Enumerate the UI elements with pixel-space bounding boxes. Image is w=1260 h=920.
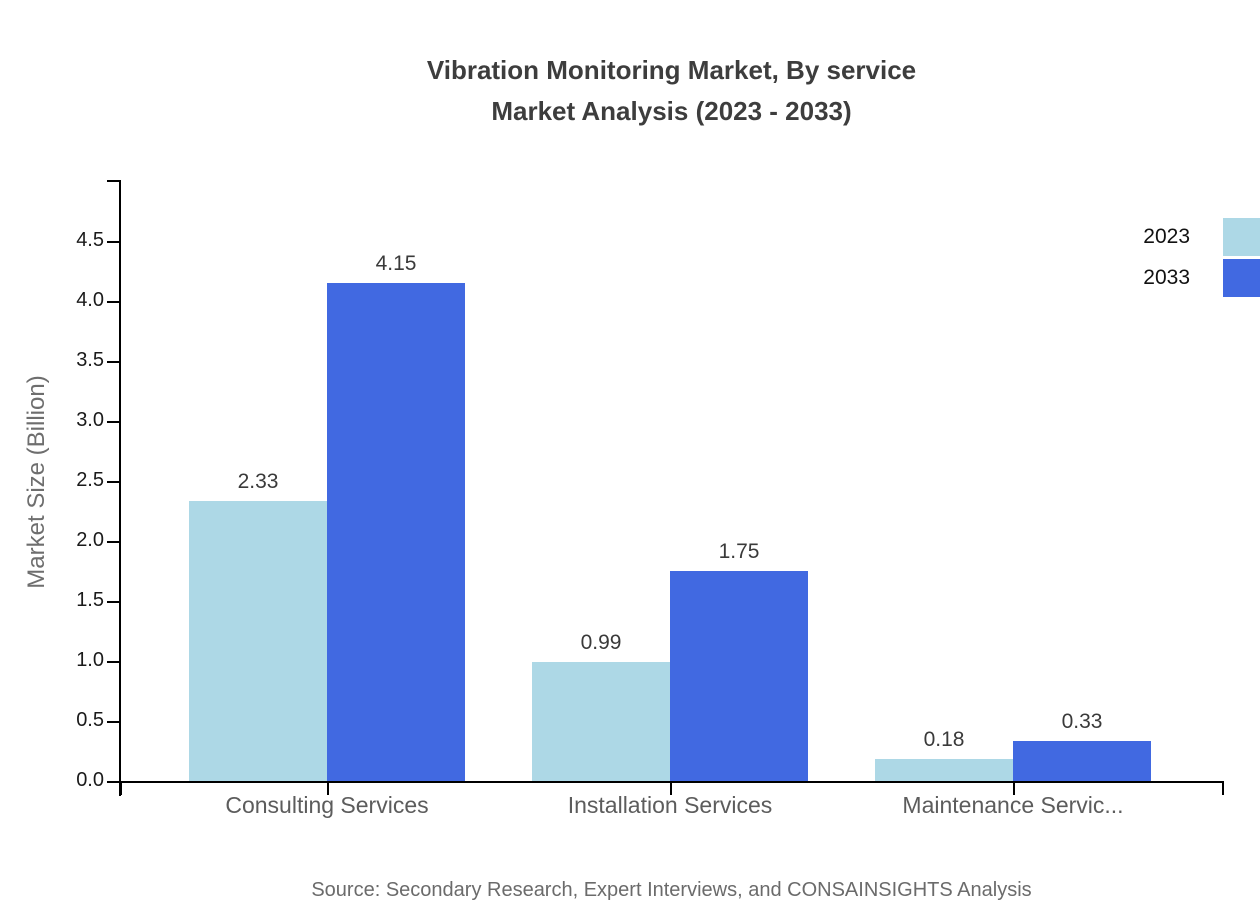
y-axis-tick <box>107 241 120 243</box>
y-axis-tick <box>107 481 120 483</box>
legend-label-2033: 2033 <box>1143 266 1190 289</box>
x-axis-tick <box>1222 782 1224 795</box>
y-axis-tick <box>107 361 120 363</box>
chart-title: Vibration Monitoring Market, By service … <box>120 50 1223 132</box>
bar-2033-category-2 <box>670 571 808 781</box>
legend: 2023 2033 <box>1143 218 1260 300</box>
y-axis-tick <box>107 301 120 303</box>
bar-2023-category-2 <box>532 662 670 781</box>
y-axis-tick <box>107 601 120 603</box>
y-axis-tick-label: 2.0 <box>76 529 104 551</box>
bar-2023-category-3 <box>875 759 1013 781</box>
bar-value-label: 2.33 <box>237 470 279 493</box>
y-axis-tick <box>107 661 120 663</box>
x-axis-tick <box>670 782 672 795</box>
chart-title-line-2: Market Analysis (2023 - 2033) <box>491 96 852 126</box>
y-axis-tick-label: 1.5 <box>76 589 104 611</box>
chart-title-line-1: Vibration Monitoring Market, By service <box>426 55 917 85</box>
y-axis-tick <box>107 421 120 423</box>
y-axis-tick <box>107 781 120 783</box>
bar-2033-category-3 <box>1013 741 1151 781</box>
y-axis-tick-label: 1.0 <box>76 649 104 671</box>
bar-value-label: 0.33 <box>1061 710 1103 733</box>
bar-value-label: 1.75 <box>718 540 760 563</box>
legend-item-2023: 2023 <box>1143 218 1260 256</box>
x-axis-category-label: Consulting Services <box>225 792 429 818</box>
x-axis-tick <box>327 782 329 795</box>
y-axis-tick-label: 4.5 <box>76 229 104 251</box>
y-axis-tick <box>107 541 120 543</box>
y-axis-tick-label: 0.5 <box>76 709 104 731</box>
bar-value-label: 0.99 <box>580 631 622 654</box>
y-axis-line <box>119 180 121 796</box>
y-axis-tick <box>107 721 120 723</box>
bar-2023-category-1 <box>189 501 327 781</box>
legend-label-2023: 2023 <box>1143 225 1190 248</box>
y-axis-tick-label: 3.0 <box>76 409 104 431</box>
y-axis-end-cap <box>107 180 120 182</box>
legend-item-2033: 2033 <box>1143 259 1260 297</box>
bar-value-label: 0.18 <box>923 728 965 751</box>
legend-swatch-2033-icon <box>1223 259 1260 297</box>
y-axis-tick-label: 3.5 <box>76 349 104 371</box>
y-axis-tick-label: 4.0 <box>76 289 104 311</box>
bar-2033-category-1 <box>327 283 465 781</box>
source-note: Source: Secondary Research, Expert Inter… <box>311 879 1032 901</box>
y-axis-tick-label: 0.0 <box>76 769 104 791</box>
x-axis-category-label: Maintenance Servic... <box>902 792 1124 818</box>
x-axis-line <box>107 781 1224 783</box>
y-axis-tick-label: 2.5 <box>76 469 104 491</box>
x-axis-tick <box>1013 782 1015 795</box>
bar-value-label: 4.15 <box>375 252 417 275</box>
x-axis-tick <box>120 782 122 795</box>
x-axis-category-label: Installation Services <box>567 792 773 818</box>
legend-swatch-2023-icon <box>1223 218 1260 256</box>
